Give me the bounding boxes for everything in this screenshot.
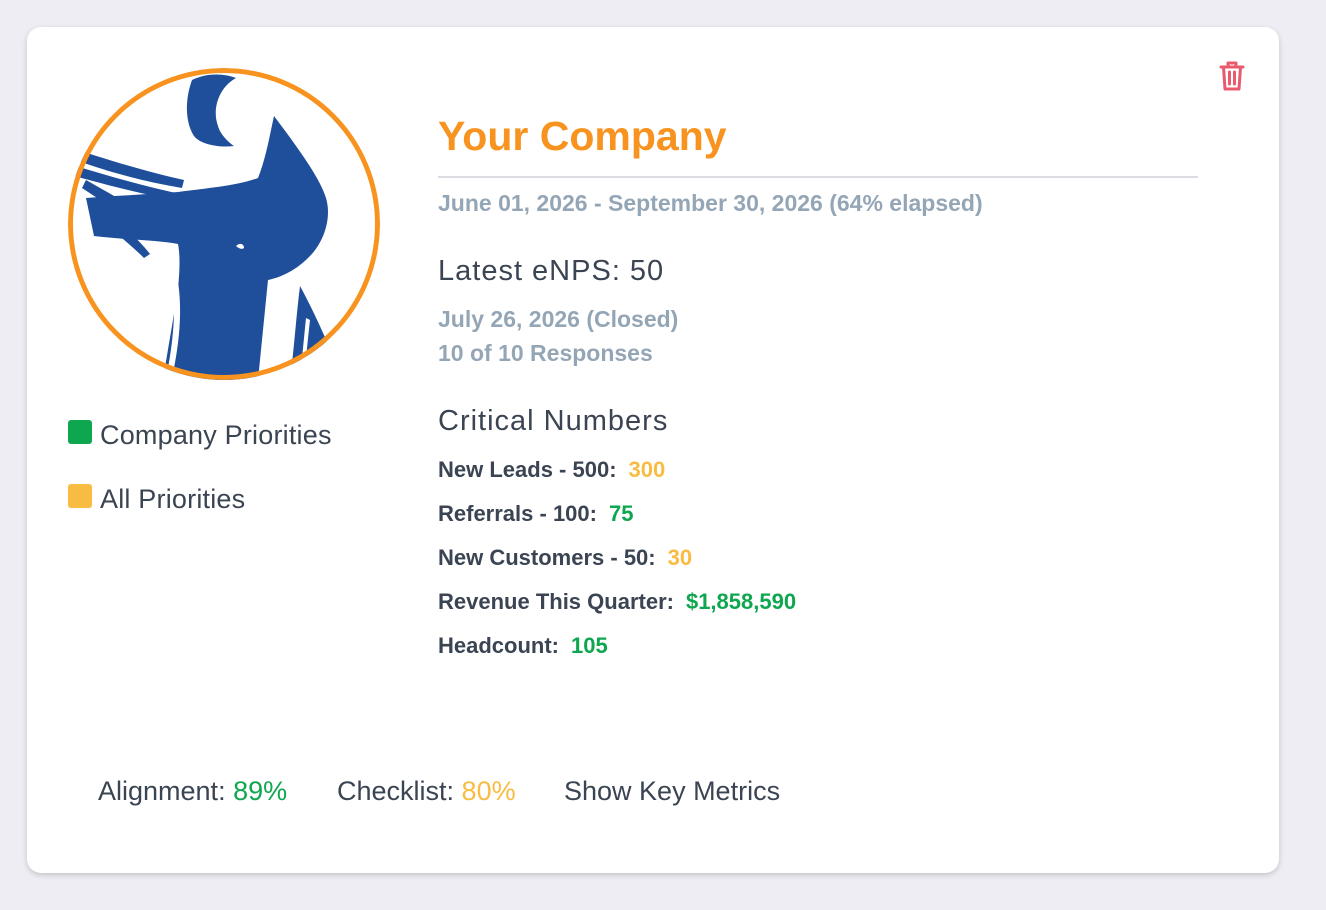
- critical-number-value: 75: [608, 501, 634, 526]
- enps-date-status: July 26, 2026 (Closed): [438, 306, 679, 332]
- critical-number-row: New Leads - 500: 300: [438, 457, 665, 483]
- critical-number-row: Headcount: 105: [438, 633, 608, 659]
- trash-icon[interactable]: [1217, 59, 1247, 93]
- company-title: Your Company: [438, 113, 727, 159]
- critical-number-row: Revenue This Quarter: $1,858,590: [438, 589, 796, 615]
- enps-responses: 10 of 10 Responses: [438, 340, 653, 366]
- show-key-metrics-link[interactable]: Show Key Metrics: [564, 776, 781, 806]
- enps-heading: Latest eNPS: 50: [438, 255, 665, 287]
- critical-number-label: New Leads - 500:: [438, 457, 617, 482]
- legend-label: All Priorities: [100, 484, 246, 514]
- critical-number-value: 30: [667, 545, 693, 570]
- date-range: June 01, 2026 - September 30, 2026 (64% …: [438, 190, 983, 216]
- critical-number-row: Referrals - 100: 75: [438, 501, 633, 527]
- critical-number-label: Referrals - 100:: [438, 501, 597, 526]
- critical-number-label: New Customers - 50:: [438, 545, 656, 570]
- alignment-value: 89%: [233, 776, 288, 806]
- critical-number-value: 300: [628, 457, 666, 482]
- legend-label: Company Priorities: [100, 420, 332, 450]
- company-card: Company Priorities All Priorities Your C…: [27, 27, 1279, 873]
- alignment-stat: Alignment: 89%: [98, 776, 287, 807]
- critical-number-row: New Customers - 50: 30: [438, 545, 692, 571]
- alignment-label: Alignment:: [98, 776, 226, 806]
- legend-all-priorities[interactable]: All Priorities: [68, 483, 246, 515]
- critical-number-label: Headcount:: [438, 633, 559, 658]
- yellow-swatch: [68, 483, 92, 508]
- green-swatch: [68, 419, 92, 444]
- company-logo: [68, 68, 380, 380]
- title-divider: [438, 176, 1198, 178]
- legend-company-priorities[interactable]: Company Priorities: [68, 419, 332, 451]
- checklist-stat: Checklist: 80%: [337, 776, 516, 807]
- critical-number-label: Revenue This Quarter:: [438, 589, 674, 614]
- critical-number-value: 105: [571, 633, 608, 658]
- checklist-label: Checklist:: [337, 776, 455, 806]
- critical-number-value: $1,858,590: [685, 589, 797, 614]
- critical-numbers-heading: Critical Numbers: [438, 405, 669, 437]
- checklist-value: 80%: [461, 776, 516, 806]
